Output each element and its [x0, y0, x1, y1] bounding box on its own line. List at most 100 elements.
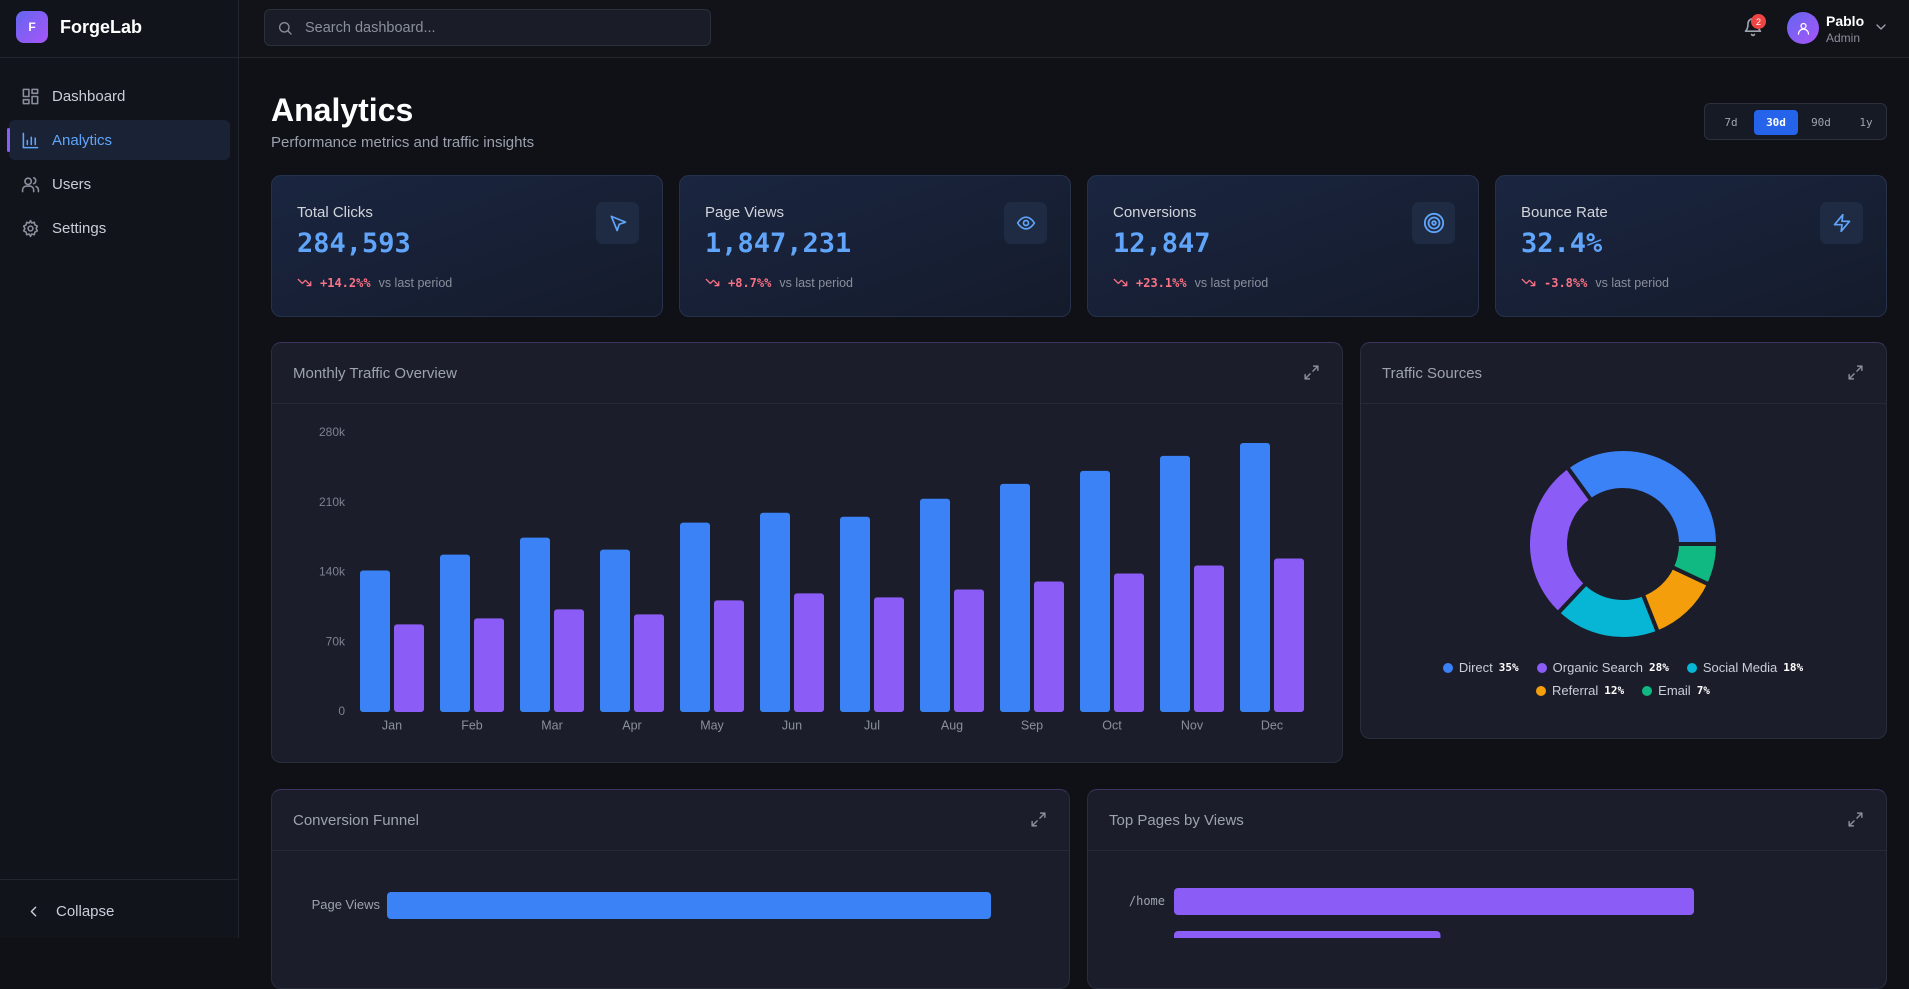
bar — [1034, 581, 1064, 712]
legend-item: Organic Search 28% — [1536, 660, 1669, 675]
range-button[interactable]: 30d — [1754, 110, 1798, 135]
bar — [840, 516, 870, 712]
chart-card: Traffic Sources — [1360, 342, 1887, 739]
x-tick-label: Dec — [1261, 718, 1283, 732]
range-button[interactable]: 7d — [1724, 116, 1738, 129]
bar — [1174, 888, 1694, 915]
x-tick-label: Feb — [461, 718, 483, 732]
card-header — [272, 343, 1342, 404]
range-button[interactable]: 90d — [1811, 116, 1831, 129]
legend: Direct 35% Organic Search 28% Social Media 18… — [1433, 660, 1813, 698]
bar — [1000, 483, 1030, 712]
expand-button[interactable] — [1030, 811, 1047, 828]
card-title: Monthly Traffic Overview — [293, 365, 457, 382]
bar — [794, 593, 824, 712]
collapse-label: Collapse — [56, 902, 115, 920]
legend-label: Organic Search — [1552, 660, 1643, 675]
x-tick-label: Mar — [541, 718, 563, 732]
kpi-card: Bounce Rate 32.4% -3.8%% vs last period — [1495, 175, 1887, 317]
bar — [1174, 931, 1441, 938]
legend-swatch — [1642, 685, 1653, 696]
bar-label: /home — [1129, 894, 1165, 908]
bar — [600, 549, 630, 712]
kpi-value: 32.4% — [1521, 228, 1603, 259]
kpi-label: Conversions — [1113, 204, 1197, 221]
trend-icon — [297, 278, 312, 287]
trend-icon — [1521, 278, 1536, 287]
x-tick-label: Jul — [864, 718, 880, 732]
legend-label: Email — [1658, 683, 1691, 698]
page-subtitle: Performance metrics and traffic insights — [271, 134, 535, 151]
nav-item[interactable]: Dashboard — [9, 76, 230, 116]
expand-button[interactable] — [1303, 364, 1320, 381]
pie-slice — [1669, 542, 1720, 587]
card-header — [1088, 790, 1886, 851]
y-tick-label: 140k — [319, 565, 346, 579]
brand-logo[interactable]: F — [16, 11, 48, 43]
nav-icon — [22, 132, 39, 148]
kpi-value: 12,847 — [1113, 228, 1211, 259]
legend-value: 7% — [1696, 684, 1710, 697]
legend-value: 18% — [1783, 661, 1804, 674]
x-tick-label: Oct — [1102, 718, 1122, 732]
bar — [394, 624, 424, 712]
top-bar: Search dashboard... 2 Pablo Admin — [239, 0, 1909, 58]
bar — [1114, 573, 1144, 712]
x-tick-label: May — [700, 718, 724, 732]
notification-badge: 2 — [1751, 14, 1766, 29]
user-avatar[interactable] — [1787, 12, 1819, 44]
kpi-note: vs last period — [1595, 275, 1670, 290]
divider — [0, 879, 238, 880]
trend-icon — [1113, 278, 1128, 287]
kpi-card: Total Clicks 284,593 +14.2%% vs last peri… — [271, 175, 663, 317]
x-tick-label: Jun — [782, 718, 802, 732]
nav-icon — [22, 219, 39, 237]
legend-item: Direct 35% — [1442, 660, 1519, 675]
legend-value: 12% — [1604, 684, 1625, 697]
kpi-value: 284,593 — [297, 228, 411, 259]
nav-label: Dashboard — [52, 87, 126, 105]
bar — [1080, 470, 1110, 712]
search-icon — [279, 22, 292, 35]
kpi-value: 1,847,231 — [705, 228, 852, 259]
kpi-label: Bounce Rate — [1521, 204, 1608, 221]
legend-swatch — [1536, 662, 1547, 673]
kpi-note: vs last period — [378, 275, 453, 290]
bar — [440, 554, 470, 712]
expand-button[interactable] — [1847, 811, 1864, 828]
bar — [1194, 565, 1224, 712]
legend-label: Social Media — [1702, 660, 1778, 675]
card-header — [272, 790, 1069, 851]
y-tick-label: 70k — [326, 634, 346, 648]
legend-item: Social Media 18% — [1686, 660, 1804, 675]
card-title: Top Pages by Views — [1109, 812, 1244, 829]
bar — [714, 600, 744, 712]
nav-item[interactable]: Analytics — [7, 120, 230, 160]
card-header — [1361, 343, 1886, 404]
legend-swatch — [1536, 685, 1547, 696]
bar — [554, 609, 584, 712]
brand-name[interactable]: ForgeLab — [60, 17, 143, 37]
legend-label: Referral — [1552, 683, 1599, 698]
legend-item: Email 7% — [1642, 683, 1710, 698]
charts-layer: 0 70k 140k 210k 280k Jan Feb Mar Apr May Jun Jul Aug… — [312, 425, 1720, 938]
bar — [920, 498, 950, 712]
range-button[interactable]: 1y — [1859, 116, 1873, 129]
kpi-label: Page Views — [705, 204, 784, 221]
bar — [954, 589, 984, 712]
bar — [474, 618, 504, 712]
bar — [634, 614, 664, 712]
search-box[interactable]: Search dashboard... — [264, 9, 711, 46]
nav-icon — [22, 88, 39, 104]
nav-item[interactable]: Settings — [9, 208, 230, 248]
bar — [760, 512, 790, 712]
legend-swatch — [1442, 662, 1453, 673]
bar — [874, 597, 904, 712]
expand-button[interactable] — [1847, 364, 1864, 381]
x-tick-label: Aug — [941, 718, 963, 732]
sidebar: F ForgeLab Dashboard Analytics Users Set… — [0, 0, 239, 938]
user-menu-chevron[interactable] — [1873, 19, 1889, 35]
nav-item[interactable]: Users — [9, 164, 230, 204]
collapse-button[interactable]: Collapse — [14, 892, 225, 930]
brand-row: F ForgeLab — [0, 0, 238, 58]
